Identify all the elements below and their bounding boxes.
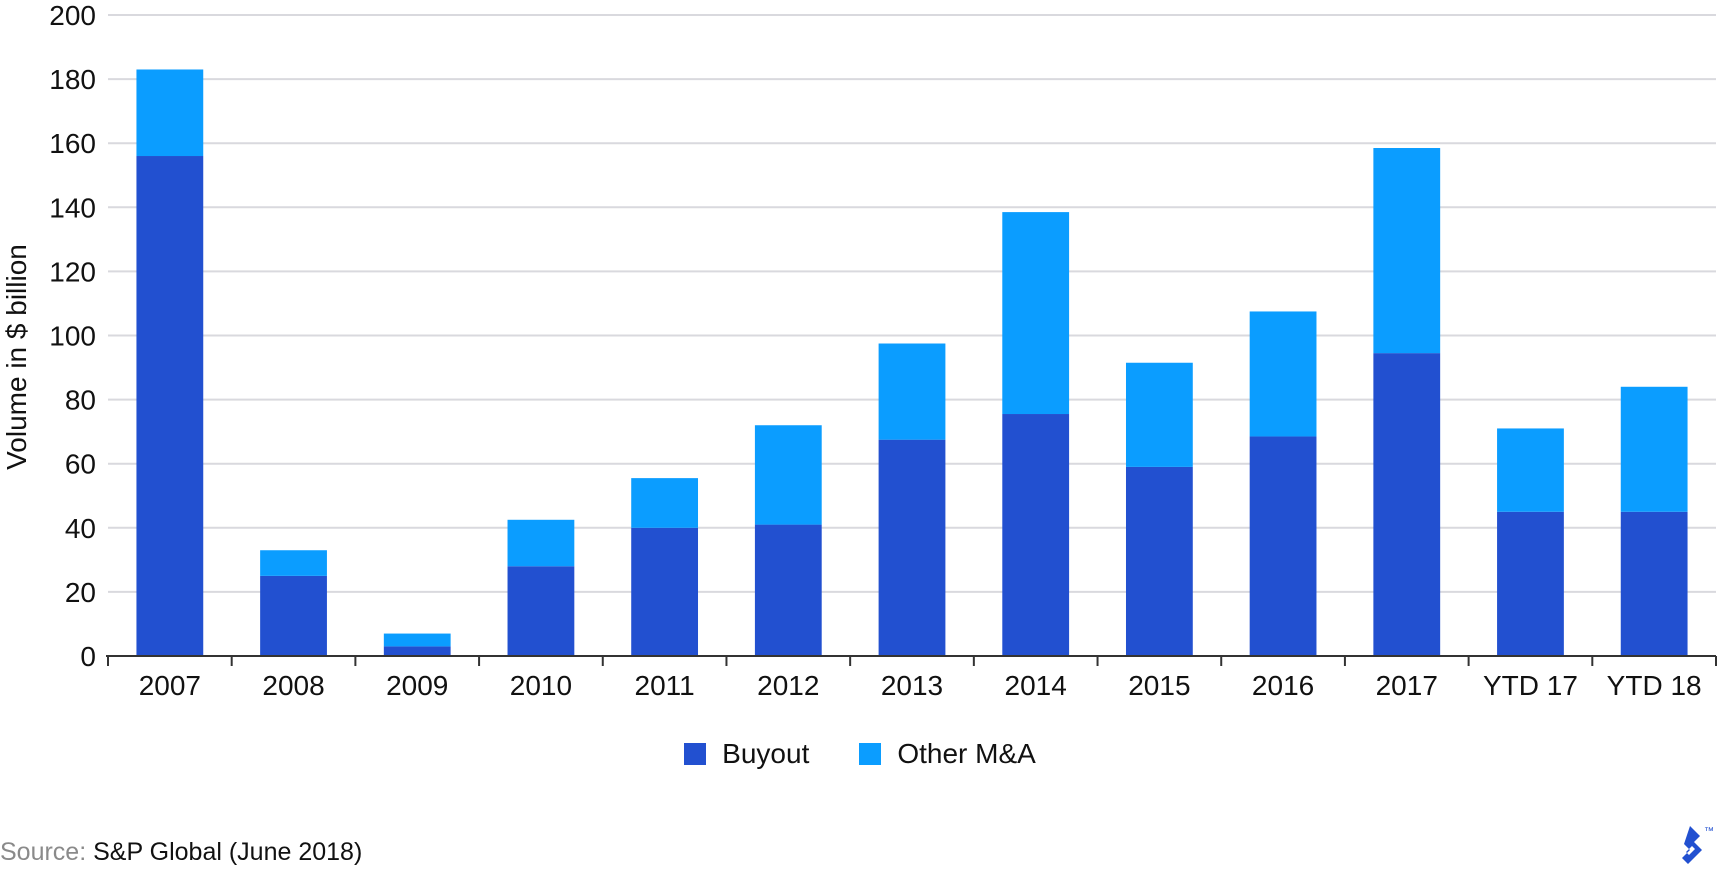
bar-other-m-a-2011: [631, 478, 699, 528]
legend-label-other-ma: Other M&A: [897, 738, 1036, 769]
toptal-logo-shape: ™: [1682, 826, 1714, 864]
legend-item-buyout: Buyout: [684, 738, 809, 770]
y-tick-label: 100: [49, 321, 96, 352]
y-tick-label: 40: [65, 513, 96, 544]
bar-other-m-a-2016: [1249, 311, 1317, 437]
x-tick-label: 2013: [881, 670, 943, 701]
bar-buyout-2012: [754, 524, 822, 656]
legend-swatch-other-ma: [859, 743, 882, 765]
x-tick-label: YTD 18: [1607, 670, 1702, 701]
legend: Buyout Other M&A: [0, 738, 1720, 770]
bar-buyout-2011: [631, 527, 699, 656]
x-tick-label: 2016: [1252, 670, 1314, 701]
y-tick-label: 60: [65, 449, 96, 480]
y-tick-label: 200: [49, 0, 96, 31]
x-axis: [106, 655, 1717, 666]
bar-other-m-a-2007: [136, 69, 204, 157]
y-tick-label: 20: [65, 577, 96, 608]
x-axis-labels: 2007 2008 2009 2010 2011 2012 2013 2014 2015 2016…: [139, 670, 1702, 701]
stacked-bar-chart: 0 20 40 60 80 100 120 140 160 180 200 2007 2008 2009…: [1, 0, 1717, 701]
bar-buyout-ytd-18: [1620, 511, 1688, 656]
x-tick-label: 2014: [1005, 670, 1067, 701]
x-tick-label: 2017: [1376, 670, 1438, 701]
x-tick-label: 2008: [262, 670, 324, 701]
y-tick-label: 120: [49, 256, 96, 287]
legend-item-other-ma: Other M&A: [859, 738, 1036, 770]
source-label: Source:: [0, 838, 87, 866]
x-tick-label: 2010: [510, 670, 572, 701]
bar-buyout-2008: [260, 575, 327, 656]
gridlines: [108, 14, 1716, 593]
bar-buyout-ytd-17: [1497, 511, 1564, 656]
bar-other-m-a-2013: [878, 343, 946, 440]
bar-other-m-a-2008: [260, 550, 327, 576]
legend-label-buyout: Buyout: [722, 738, 810, 769]
source-value: S&P Global (June 2018): [93, 838, 363, 866]
y-axis-title: Volume in $ billion: [1, 244, 32, 470]
bars: [136, 69, 1688, 656]
bar-buyout-2007: [136, 156, 204, 656]
bar-buyout-2016: [1249, 436, 1317, 656]
toptal-logo-icon: ™: [1672, 822, 1716, 868]
bar-other-m-a-2014: [1002, 212, 1070, 415]
y-tick-label: 160: [49, 128, 96, 159]
x-tick-label: 2011: [635, 670, 695, 701]
bar-other-m-a-2010: [507, 519, 575, 567]
bar-buyout-2015: [1125, 466, 1193, 656]
y-axis-ticks: 0 20 40 60 80 100 120 140 160 180 200: [49, 0, 96, 672]
bar-buyout-2009: [383, 646, 451, 656]
legend-swatch-buyout: [684, 743, 707, 765]
bar-buyout-2013: [878, 439, 946, 656]
y-tick-label: 80: [65, 385, 96, 416]
source-note: Source: S&P Global (June 2018): [0, 838, 362, 867]
trademark-mark: ™: [1704, 826, 1714, 837]
x-tick-label: 2015: [1128, 670, 1190, 701]
bar-other-m-a-2015: [1125, 362, 1193, 467]
bar-other-m-a-ytd-17: [1497, 428, 1564, 512]
y-tick-label: 180: [49, 64, 96, 95]
bar-other-m-a-2009: [383, 633, 451, 647]
x-tick-label: 2012: [757, 670, 819, 701]
x-tick-label: YTD 17: [1483, 670, 1578, 701]
y-tick-label: 140: [49, 192, 96, 223]
y-tick-label: 0: [80, 641, 96, 672]
bar-buyout-2014: [1002, 414, 1070, 656]
x-tick-label: 2007: [139, 670, 201, 701]
bar-other-m-a-2012: [754, 425, 822, 525]
x-tick-label: 2009: [386, 670, 448, 701]
bar-buyout-2017: [1373, 353, 1441, 656]
bar-buyout-2010: [507, 566, 575, 656]
bar-other-m-a-ytd-18: [1620, 386, 1688, 512]
bar-other-m-a-2017: [1373, 148, 1441, 354]
